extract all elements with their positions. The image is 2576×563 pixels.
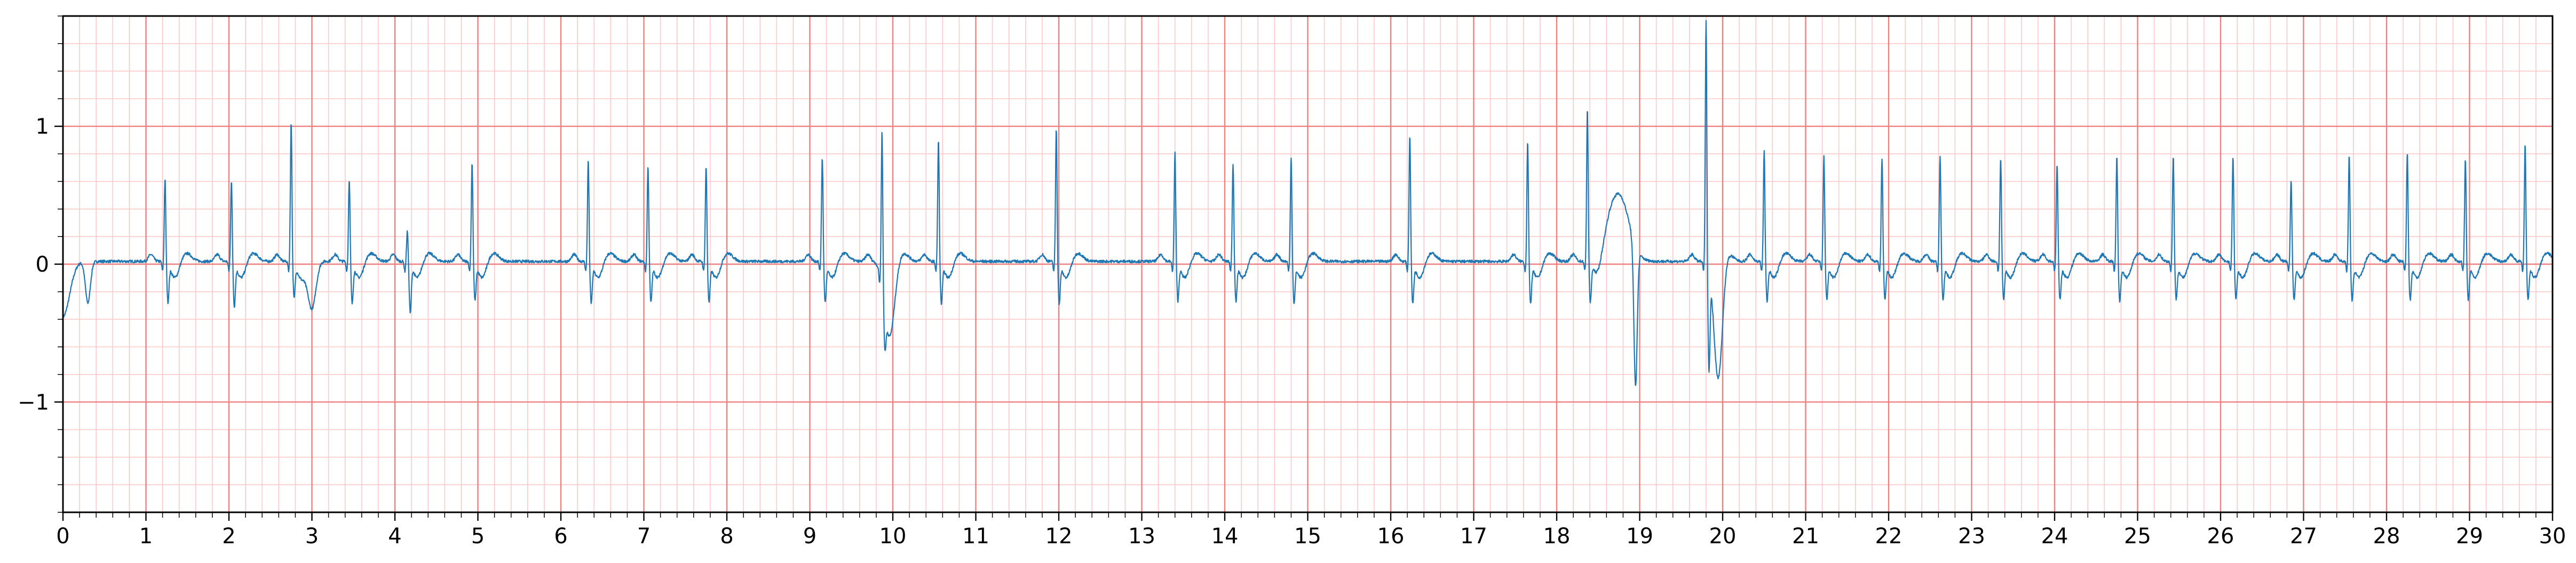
x-tick-label: 23 bbox=[1958, 524, 1985, 549]
x-tick-label: 10 bbox=[879, 524, 907, 549]
x-tick-label: 5 bbox=[471, 524, 485, 549]
y-axis-ticks: −1 0 1 bbox=[18, 15, 63, 513]
x-tick-label: 24 bbox=[2041, 524, 2068, 549]
x-tick-label: 0 bbox=[56, 524, 69, 549]
x-tick-label: 14 bbox=[1211, 524, 1239, 549]
x-tick-label: 4 bbox=[388, 524, 401, 549]
x-tick-label: 8 bbox=[720, 524, 733, 549]
x-tick-label: 1 bbox=[139, 524, 153, 549]
x-tick-label: 17 bbox=[1460, 524, 1487, 549]
x-tick-label: 13 bbox=[1128, 524, 1155, 549]
x-tick-label: 16 bbox=[1377, 524, 1405, 549]
x-tick-label: 2 bbox=[222, 524, 235, 549]
x-tick-label: 21 bbox=[1792, 524, 1819, 549]
x-tick-label: 3 bbox=[305, 524, 319, 549]
x-tick-label: 18 bbox=[1543, 524, 1571, 549]
x-tick-label: 20 bbox=[1709, 524, 1737, 549]
x-axis-ticks: 0 1 2 3 4 5 6 7 8 9 10 11 12 13 14 15 16 17 18 19 20 21 22 23 24… bbox=[56, 512, 2566, 549]
x-tick-label: 27 bbox=[2290, 524, 2317, 549]
x-tick-label: 6 bbox=[554, 524, 567, 549]
ecg-trace bbox=[62, 20, 2554, 386]
x-tick-label: 9 bbox=[803, 524, 817, 549]
x-tick-label: 29 bbox=[2456, 524, 2483, 549]
x-tick-label: 28 bbox=[2373, 524, 2400, 549]
x-tick-label: 15 bbox=[1294, 524, 1321, 549]
x-tick-label: 7 bbox=[637, 524, 651, 549]
y-tick-label: 1 bbox=[36, 115, 49, 139]
x-tick-label: 12 bbox=[1045, 524, 1073, 549]
y-tick-label: −1 bbox=[18, 390, 49, 415]
y-tick-label: 0 bbox=[36, 252, 49, 277]
x-tick-label: 11 bbox=[962, 524, 989, 549]
x-tick-label: 19 bbox=[1626, 524, 1653, 549]
x-tick-label: 25 bbox=[2124, 524, 2151, 549]
x-tick-label: 30 bbox=[2539, 524, 2566, 549]
x-tick-label: 26 bbox=[2207, 524, 2234, 549]
x-tick-label: 22 bbox=[1875, 524, 1903, 549]
